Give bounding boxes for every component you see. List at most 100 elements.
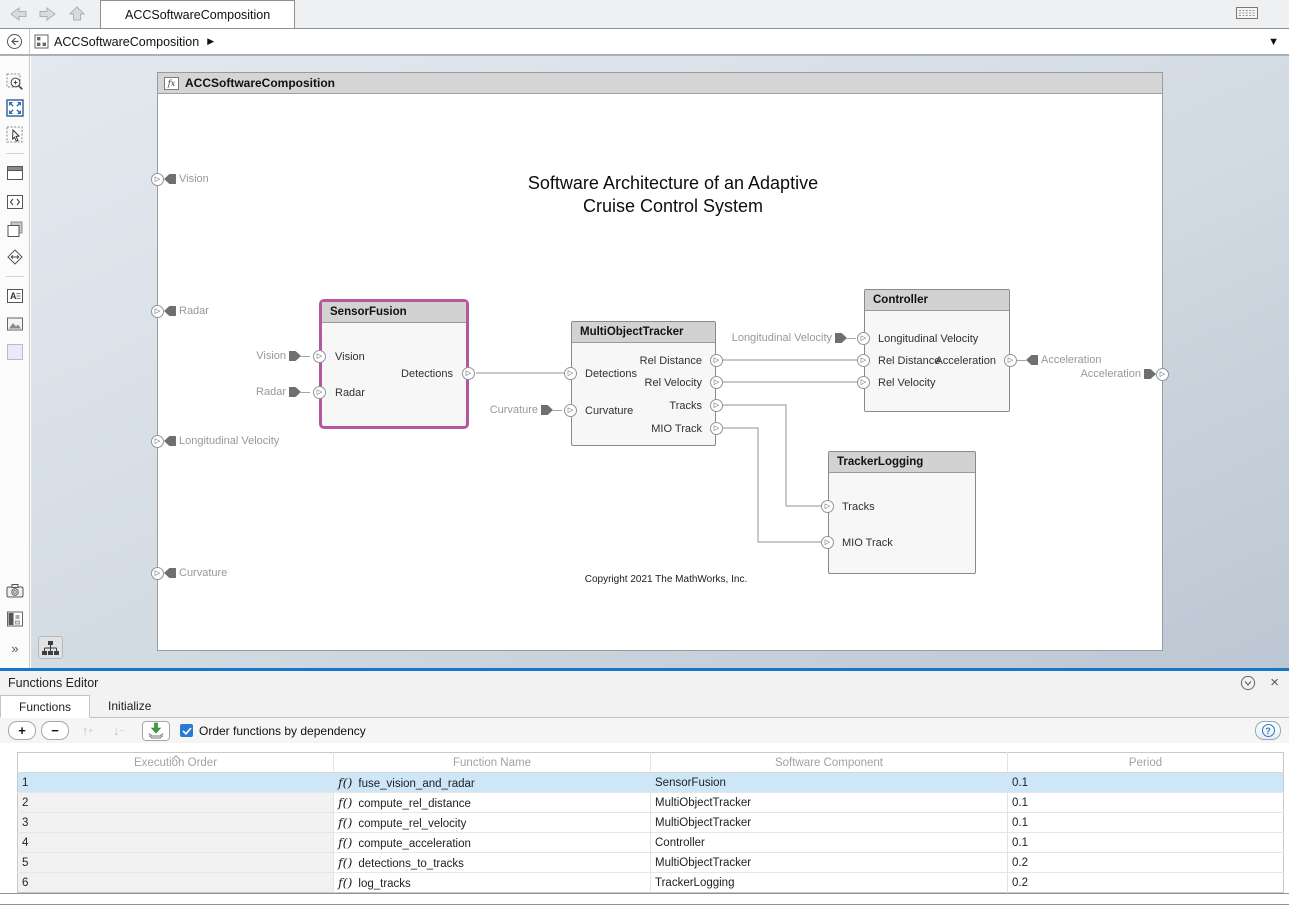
period-cell[interactable]: 0.1 <box>1007 792 1284 813</box>
remove-function-button[interactable]: − <box>41 721 69 740</box>
back-icon[interactable] <box>8 6 28 22</box>
move-up-button[interactable]: ↑ + <box>74 721 101 740</box>
apply-order-button[interactable] <box>142 720 170 741</box>
model-hierarchy-button[interactable] <box>38 636 63 659</box>
output-port-icon[interactable]: ▷ <box>710 422 723 435</box>
output-port-icon[interactable]: ▷ <box>710 354 723 367</box>
table-row[interactable]: 4 f() compute_acceleration Controller 0.1 <box>17 832 1284 853</box>
boundary-input-vision[interactable]: ▷ Vision <box>151 171 209 187</box>
function-name-cell[interactable]: f() compute_acceleration <box>333 832 651 853</box>
port-icon[interactable]: ▷ <box>151 172 164 186</box>
boundary-input-longitudinal-velocity[interactable]: ▷ Longitudinal Velocity <box>151 433 279 449</box>
input-port-icon[interactable]: ▷ <box>313 386 326 399</box>
minimize-panel-icon[interactable] <box>1240 675 1256 691</box>
canvas-background[interactable]: fx ACCSoftwareComposition Software Archi… <box>31 56 1289 668</box>
period-cell[interactable]: 0.2 <box>1007 872 1284 893</box>
back-circle-icon[interactable] <box>6 33 23 50</box>
keyboard-icon[interactable] <box>1235 5 1259 26</box>
order-by-dependency-checkbox[interactable] <box>180 724 193 737</box>
table-row[interactable]: 6 f() log_tracks TrackerLogging 0.2 <box>17 872 1284 893</box>
input-port-icon[interactable]: ▷ <box>857 376 870 389</box>
help-button[interactable]: ? <box>1255 721 1281 740</box>
column-header-period[interactable]: Period <box>1007 752 1284 773</box>
add-function-button[interactable]: + <box>8 721 36 740</box>
output-port-icon[interactable]: ▷ <box>1004 354 1017 367</box>
period-cell[interactable]: 0.1 <box>1007 832 1284 853</box>
column-header-execution-order[interactable]: Execution Order <box>17 752 334 773</box>
function-name-cell[interactable]: f() fuse_vision_and_radar <box>333 772 651 793</box>
function-name-cell[interactable]: f() compute_rel_distance <box>333 792 651 813</box>
boundary-input-radar[interactable]: ▷ Radar <box>151 303 209 319</box>
select-region-button[interactable] <box>4 124 26 146</box>
output-port-icon[interactable]: ▷ <box>710 399 723 412</box>
connectors[interactable] <box>158 73 1164 652</box>
fit-to-view-button[interactable] <box>4 97 26 119</box>
feed-curvature[interactable]: Curvature <box>490 402 562 418</box>
feed-vision[interactable]: Vision <box>256 348 310 364</box>
more-tools-button[interactable]: » <box>4 637 26 659</box>
input-port-icon[interactable]: ▷ <box>857 332 870 345</box>
input-port-icon[interactable]: ▷ <box>564 367 577 380</box>
feed-radar[interactable]: Radar <box>256 384 310 400</box>
add-component-button[interactable] <box>4 162 26 184</box>
model-canvas[interactable]: fx ACCSoftwareComposition Software Archi… <box>151 72 1169 652</box>
function-name-cell[interactable]: f() compute_rel_velocity <box>333 812 651 833</box>
port-icon[interactable]: ▷ <box>1156 367 1169 381</box>
sink-acceleration[interactable]: Acceleration <box>1017 352 1102 368</box>
port-icon[interactable]: ▷ <box>151 434 164 448</box>
annotation-button[interactable]: A <box>4 285 26 307</box>
input-port-icon[interactable]: ▷ <box>821 536 834 549</box>
tab-functions[interactable]: Functions <box>0 695 91 718</box>
minus-icon: − <box>119 726 125 735</box>
table-row[interactable]: 3 f() compute_rel_velocity MultiObjectTra… <box>17 812 1284 833</box>
image-button[interactable] <box>4 313 26 335</box>
auto-arrange-button[interactable] <box>4 246 26 268</box>
port-icon[interactable]: ▷ <box>151 566 164 580</box>
function-name: compute_acceleration <box>358 838 471 850</box>
table-row[interactable]: 2 f() compute_rel_distance MultiObjectTra… <box>17 792 1284 813</box>
input-port-icon[interactable]: ▷ <box>313 350 326 363</box>
component-block-controller[interactable]: Controller ▷ Longitudinal Velocity ▷ Rel… <box>857 289 1017 412</box>
input-port-icon[interactable]: ▷ <box>564 404 577 417</box>
close-panel-icon[interactable]: × <box>1270 674 1279 691</box>
panel-accent-divider[interactable] <box>0 668 1289 671</box>
breadcrumb[interactable]: ACCSoftwareComposition ▶ <box>34 34 214 49</box>
zoom-region-button[interactable] <box>4 71 26 93</box>
boundary-input-curvature[interactable]: ▷ Curvature <box>151 565 227 581</box>
code-component-button[interactable] <box>4 191 26 213</box>
dropdown-arrow-icon[interactable]: ▼ <box>1268 35 1279 48</box>
column-header-software-component[interactable]: Software Component <box>650 752 1008 773</box>
period-cell[interactable]: 0.1 <box>1007 812 1284 833</box>
document-tab[interactable]: ACCSoftwareComposition <box>100 0 296 28</box>
connector-tracks[interactable] <box>722 404 821 507</box>
duplicate-button[interactable] <box>4 218 26 240</box>
function-name-cell[interactable]: f() detections_to_tracks <box>333 852 651 873</box>
area-button[interactable] <box>4 341 26 363</box>
up-icon[interactable] <box>68 5 86 22</box>
port-icon[interactable]: ▷ <box>151 304 164 318</box>
breadcrumb-arrow-icon[interactable]: ▶ <box>207 36 215 46</box>
input-port-icon[interactable]: ▷ <box>821 500 834 513</box>
tab-initialize[interactable]: Initialize <box>90 694 169 717</box>
component-block-multiobjecttracker[interactable]: MultiObjectTracker ▷ Detections ▷ Curvat… <box>564 321 723 446</box>
output-port-icon[interactable]: ▷ <box>462 367 475 380</box>
feed-longitudinal-velocity[interactable]: Longitudinal Velocity <box>732 330 856 346</box>
component-block-trackerlogging[interactable]: TrackerLogging ▷ Tracks ▷ MIO Track <box>821 451 976 574</box>
period-cell[interactable]: 0.1 <box>1007 772 1284 793</box>
diagram-title-annotation[interactable]: Software Architecture of an Adaptive Cru… <box>498 172 848 218</box>
table-row[interactable]: 5 f() detections_to_tracks MultiObjectTra… <box>17 852 1284 873</box>
table-row[interactable]: 1 f() fuse_vision_and_radar SensorFusion … <box>17 772 1284 793</box>
output-port-icon[interactable]: ▷ <box>710 376 723 389</box>
input-port-icon[interactable]: ▷ <box>857 354 870 367</box>
function-name-cell[interactable]: f() log_tracks <box>333 872 651 893</box>
boundary-output-acceleration[interactable]: Acceleration ▷ <box>1080 366 1169 382</box>
column-header-function-name[interactable]: Function Name <box>333 752 651 773</box>
period-cell[interactable]: 0.2 <box>1007 852 1284 873</box>
connector-mio-track[interactable] <box>722 427 821 543</box>
forward-icon[interactable] <box>38 6 58 22</box>
component-block-sensorfusion[interactable]: SensorFusion ▷ Vision ▷ Radar ▷ Detectio… <box>313 299 475 429</box>
screenshot-button[interactable] <box>4 580 26 602</box>
legend-button[interactable] <box>4 608 26 630</box>
move-down-button[interactable]: ↓ − <box>105 721 132 740</box>
input-port-label: Tracks <box>842 501 875 513</box>
